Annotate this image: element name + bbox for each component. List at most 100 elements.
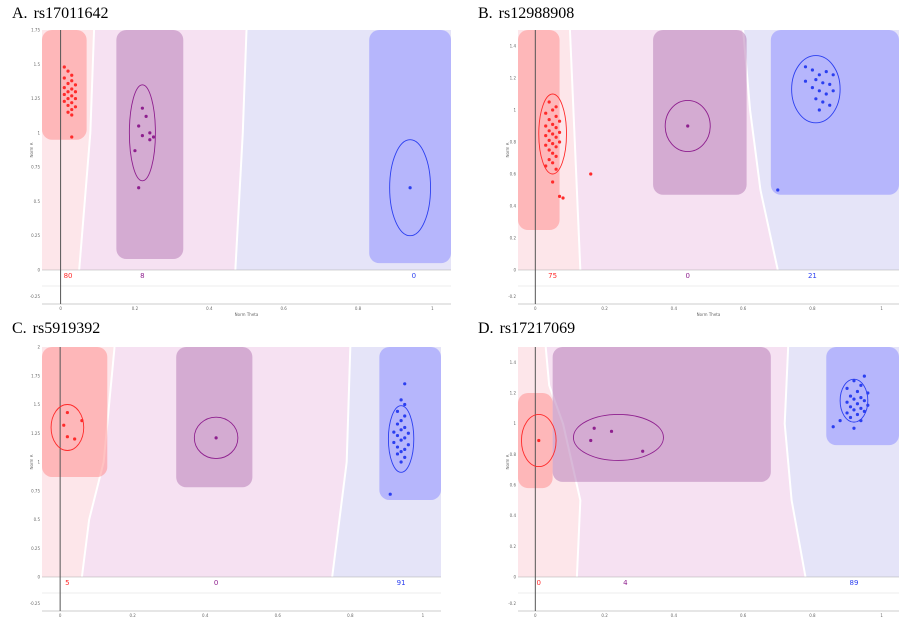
x-tick-label: 1	[880, 306, 883, 311]
zone-boundary	[568, 29, 582, 271]
sample-point-aa	[70, 113, 74, 117]
cluster-ellipse-bb	[389, 139, 431, 237]
x-tick-label: 0.8	[809, 306, 816, 311]
sample-point-aa	[544, 164, 548, 168]
sample-point-bb	[388, 492, 392, 496]
sample-point-aa	[62, 86, 66, 90]
sample-point-bb	[845, 386, 849, 390]
x-tick-label: 0.6	[740, 613, 747, 618]
sample-point-aa	[547, 148, 551, 152]
y-tick-label: -0.2	[508, 601, 516, 606]
sample-point-bb	[395, 433, 400, 438]
lower-strip	[42, 577, 441, 611]
sample-point-aa	[547, 100, 551, 104]
y-tick-label: 0	[37, 268, 40, 273]
zone-boundary	[80, 346, 116, 578]
sample-point-ab	[140, 106, 144, 110]
sample-point-bb	[399, 438, 403, 442]
snp-id: rs17011642	[33, 5, 109, 22]
x-tick-label: 1	[880, 613, 883, 618]
genotype-count: 75	[548, 272, 557, 280]
panel-title: C. rs5919392	[12, 320, 106, 338]
genotype-count: 4	[623, 579, 628, 587]
sample-point-aa	[551, 108, 555, 112]
cluster-ellipse-ab	[664, 99, 711, 153]
sample-point-ab	[140, 134, 144, 138]
y-tick-label: 0.5	[34, 517, 41, 522]
y-tick-label: 1.2	[510, 76, 517, 81]
sample-point-bb	[403, 402, 407, 407]
sample-point-bb	[866, 391, 870, 395]
y-tick-label: -0.25	[30, 601, 40, 606]
y-axis-label: Norm R	[30, 454, 34, 469]
sample-point-aa	[554, 145, 558, 149]
y-tick-label: 0.25	[31, 546, 40, 551]
sample-point-bb	[828, 82, 832, 86]
sample-point-aa	[551, 142, 555, 146]
sample-point-bb	[859, 406, 863, 410]
sample-point-ab	[641, 449, 645, 453]
panel-title: B. rs12988908	[478, 5, 580, 23]
sample-point-aa	[66, 103, 70, 108]
y-tick-label: 1	[513, 421, 516, 426]
sample-point-bb	[399, 450, 403, 454]
y-tick-label: 0	[513, 268, 516, 273]
x-tick-label: 0.2	[601, 613, 608, 618]
y-tick-label: 1.4	[510, 44, 517, 49]
sample-point-bb	[803, 79, 808, 83]
sample-point-bb	[803, 65, 808, 69]
snp-id: rs17217069	[499, 320, 576, 337]
sample-point-bb	[408, 186, 412, 190]
sample-point-bb	[855, 402, 860, 406]
sample-point-ab	[137, 186, 141, 190]
sample-point-aa	[554, 105, 558, 109]
sample-point-bb	[866, 403, 870, 407]
sample-point-aa	[551, 161, 555, 165]
sample-point-bb	[817, 89, 821, 93]
y-tick-label: 0.6	[510, 172, 517, 177]
cluster-region-ab	[653, 30, 747, 195]
y-tick-label: 0.8	[510, 452, 517, 457]
sample-point-bb	[403, 382, 407, 386]
sample-point-bb	[395, 452, 400, 456]
sample-point-bb	[810, 86, 815, 90]
x-tick-label: 1	[422, 613, 425, 618]
sample-point-bb	[403, 447, 407, 451]
cluster-ellipse-aa	[538, 93, 567, 175]
x-axis-label: Norm Theta	[235, 312, 259, 317]
sample-point-bb	[824, 70, 828, 74]
x-tick-label: 0.8	[355, 306, 362, 311]
sample-point-aa	[544, 143, 548, 147]
lower-strip	[518, 577, 899, 611]
genotype-count: 5	[65, 579, 69, 587]
cluster-region-aa	[42, 30, 87, 140]
sample-point-bb	[845, 400, 849, 404]
sample-point-aa	[557, 130, 562, 134]
sample-point-aa	[551, 151, 555, 155]
sample-point-aa	[62, 92, 66, 97]
cluster-ellipse-ab	[193, 416, 239, 459]
sample-point-bb	[859, 419, 863, 423]
y-tick-label: 1.5	[34, 62, 41, 67]
zone-boundary	[331, 346, 352, 578]
sample-point-ab	[214, 436, 218, 440]
sample-point-bb	[848, 415, 853, 420]
sample-point-bb	[845, 411, 849, 415]
sample-point-aa	[73, 105, 78, 109]
y-tick-label: 2	[37, 345, 40, 350]
sample-point-bb	[403, 425, 407, 430]
sample-point-bb	[848, 405, 853, 409]
cluster-ellipse-bb	[387, 405, 415, 473]
genotype-count: 0	[412, 272, 416, 280]
y-tick-label: 1	[513, 108, 516, 113]
y-tick-label: 1.4	[510, 360, 517, 365]
cluster-region-bb	[770, 30, 899, 195]
panel-label: C.	[12, 320, 27, 337]
sample-point-aa	[80, 419, 84, 423]
sample-point-aa	[70, 135, 74, 139]
sample-point-bb	[859, 383, 863, 387]
sample-point-aa	[547, 138, 551, 142]
y-tick-label: 0.5	[34, 199, 41, 204]
sample-point-bb	[859, 396, 863, 400]
sample-point-aa	[557, 140, 562, 144]
